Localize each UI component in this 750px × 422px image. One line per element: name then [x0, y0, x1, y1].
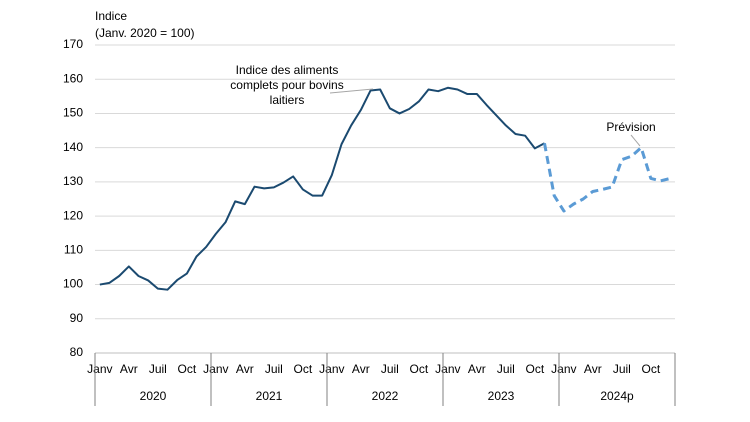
y-tick-label: 170: [63, 37, 83, 51]
y-axis-title: Indice: [95, 9, 127, 23]
x-tick-label: Avr: [584, 362, 602, 376]
x-tick-label: Oct: [641, 362, 660, 376]
series-line: [543, 142, 671, 213]
series-line: [99, 86, 545, 291]
x-tick-label: Juil: [497, 362, 515, 376]
x-tick-label: Janv: [551, 362, 576, 376]
x-tick-label: Avr: [468, 362, 486, 376]
y-tick-label: 140: [63, 140, 83, 154]
group-label: 2022: [372, 389, 399, 403]
group-label: 2024p: [600, 389, 634, 403]
y-tick-label: 130: [63, 174, 83, 188]
series-annotation: Indice des aliments complets pour bovins…: [230, 63, 344, 107]
y-tick-label: 150: [63, 106, 83, 120]
y-tick-label: 120: [63, 208, 83, 222]
annotation-leader: [630, 134, 641, 147]
x-tick-label: Avr: [352, 362, 370, 376]
x-tick-label: Oct: [293, 362, 312, 376]
x-tick-label: Juil: [265, 362, 283, 376]
group-label: 2023: [488, 389, 515, 403]
x-tick-label: Janv: [203, 362, 228, 376]
forecast-annotation: Prévision: [606, 120, 656, 134]
y-tick-label: 90: [70, 311, 84, 325]
x-tick-label: Janv: [319, 362, 344, 376]
x-tick-label: Oct: [525, 362, 544, 376]
group-label: 2021: [256, 389, 283, 403]
x-tick-label: Juil: [381, 362, 399, 376]
y-tick-label: 110: [64, 243, 83, 257]
x-tick-label: Juil: [149, 362, 167, 376]
y-tick-label: 80: [70, 345, 84, 359]
x-tick-label: Avr: [120, 362, 138, 376]
y-axis-subtitle: (Janv. 2020 = 100): [95, 26, 195, 40]
x-tick-label: Janv: [435, 362, 460, 376]
x-tick-label: Avr: [236, 362, 254, 376]
y-tick-label: 100: [63, 277, 83, 291]
x-tick-label: Janv: [87, 362, 112, 376]
annotation-leader: [329, 88, 374, 94]
x-tick-label: Juil: [613, 362, 631, 376]
x-tick-label: Oct: [177, 362, 196, 376]
y-tick-label: 160: [63, 71, 83, 85]
group-label: 2020: [140, 389, 167, 403]
x-tick-label: Oct: [409, 362, 428, 376]
